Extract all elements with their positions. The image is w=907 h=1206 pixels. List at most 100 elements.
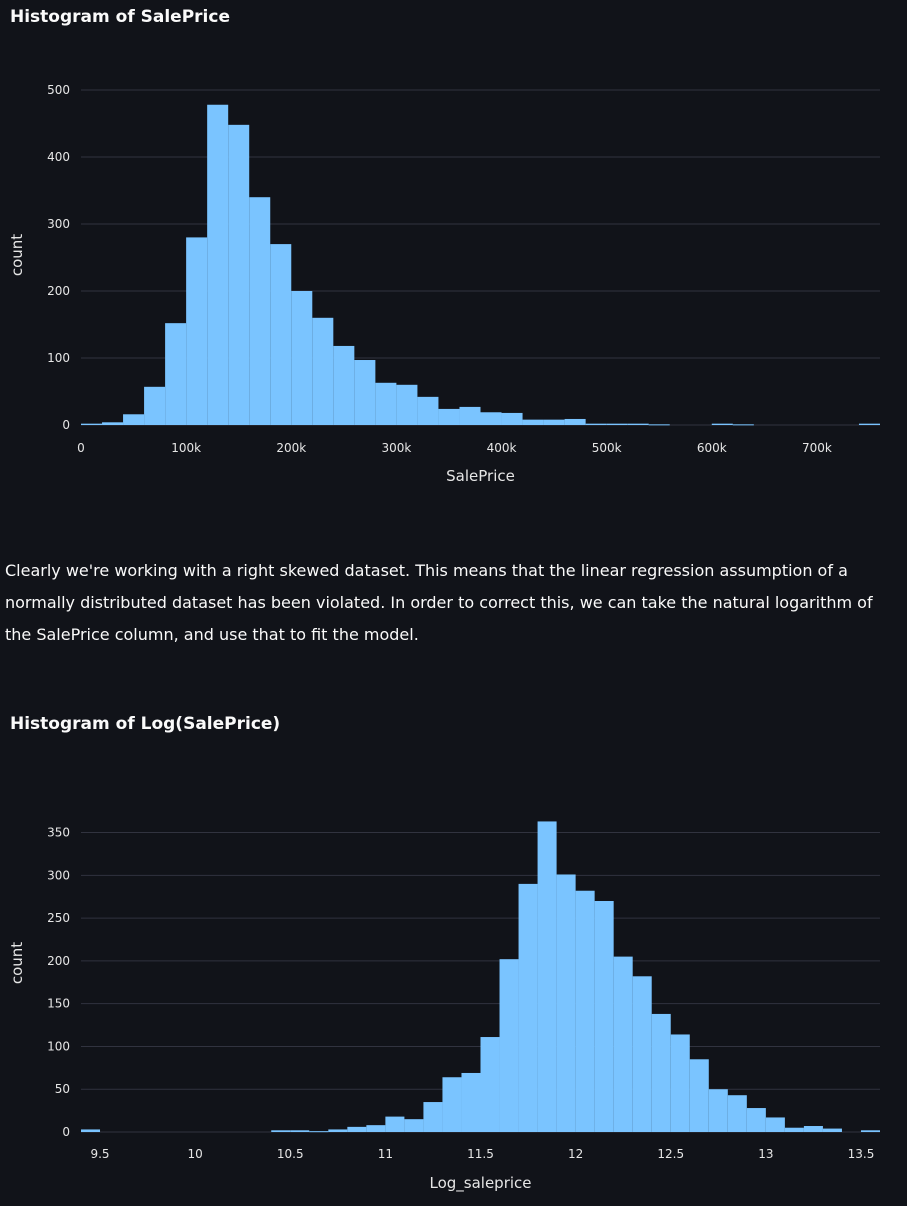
histogram-bar[interactable]: [354, 360, 376, 425]
chart-title: Histogram of SalePrice: [10, 7, 230, 27]
histogram-bar[interactable]: [312, 317, 334, 425]
y-tick-label: 300: [47, 868, 70, 882]
y-tick-label: 350: [47, 826, 70, 840]
histogram-bar[interactable]: [480, 412, 502, 425]
histogram-bar[interactable]: [708, 1089, 728, 1132]
histogram-bar[interactable]: [270, 244, 292, 425]
histogram-bar[interactable]: [417, 396, 439, 425]
histogram-bar[interactable]: [144, 386, 166, 425]
histogram-bar[interactable]: [271, 1130, 291, 1132]
histogram-bar[interactable]: [366, 1125, 386, 1132]
x-tick-label: 11: [378, 1147, 393, 1161]
histogram-bar[interactable]: [459, 406, 481, 425]
histogram-bar[interactable]: [347, 1126, 367, 1132]
x-tick-label: 0: [77, 441, 85, 455]
histogram-bar[interactable]: [396, 384, 418, 425]
histogram-bar[interactable]: [207, 104, 229, 426]
histogram-bar[interactable]: [385, 1116, 405, 1132]
histogram-bar[interactable]: [249, 197, 271, 425]
histogram-bar[interactable]: [711, 423, 733, 425]
histogram-bar[interactable]: [594, 901, 614, 1132]
histogram-bar[interactable]: [627, 423, 649, 425]
explanation-paragraph: Clearly we're working with a right skewe…: [5, 561, 873, 644]
x-tick-label: 300k: [381, 441, 411, 455]
histogram-bar[interactable]: [803, 1126, 823, 1132]
y-tick-label: 200: [47, 284, 70, 298]
histogram-bar[interactable]: [375, 382, 397, 425]
histogram-bar[interactable]: [123, 414, 145, 425]
y-axis-label: count: [8, 942, 26, 984]
histogram-bar[interactable]: [499, 959, 519, 1132]
x-axis-label: SalePrice: [446, 467, 515, 485]
y-tick-label: 200: [47, 954, 70, 968]
y-axis-label: count: [8, 234, 26, 276]
histogram-bar[interactable]: [423, 1102, 443, 1132]
x-tick-label: 400k: [487, 441, 517, 455]
y-tick-label: 100: [47, 351, 70, 365]
histogram-bar[interactable]: [81, 1129, 101, 1132]
histogram-bar[interactable]: [556, 874, 576, 1132]
y-tick-label: 0: [62, 418, 70, 432]
histogram-bar[interactable]: [689, 1059, 709, 1132]
histogram-bar[interactable]: [765, 1117, 785, 1132]
histogram-bar[interactable]: [291, 291, 313, 425]
histogram-bar[interactable]: [585, 423, 607, 425]
y-tick-label: 100: [47, 1039, 70, 1053]
histogram-bar[interactable]: [732, 424, 754, 426]
x-tick-label: 13.5: [848, 1147, 875, 1161]
histogram-bar[interactable]: [501, 412, 523, 425]
x-tick-label: 100k: [171, 441, 201, 455]
histogram-bar[interactable]: [438, 408, 460, 425]
y-tick-label: 250: [47, 911, 70, 925]
y-tick-label: 150: [47, 997, 70, 1011]
histogram-bar[interactable]: [461, 1072, 481, 1132]
x-tick-label: 10: [188, 1147, 203, 1161]
x-tick-label: 500k: [592, 441, 622, 455]
histogram-bar[interactable]: [651, 1013, 671, 1132]
histogram-bar[interactable]: [228, 124, 250, 425]
x-tick-label: 200k: [276, 441, 306, 455]
histogram-bar[interactable]: [858, 423, 880, 425]
y-tick-label: 50: [55, 1082, 70, 1096]
histogram-bar[interactable]: [290, 1130, 310, 1132]
histogram-bar[interactable]: [537, 821, 557, 1132]
histogram-bar[interactable]: [632, 976, 652, 1132]
histogram-bar[interactable]: [328, 1129, 348, 1132]
y-tick-label: 0: [62, 1125, 70, 1139]
histogram-bar[interactable]: [404, 1119, 424, 1132]
histogram-bar[interactable]: [442, 1077, 462, 1132]
histogram-bar[interactable]: [165, 323, 187, 425]
histogram-bar[interactable]: [81, 423, 103, 425]
histogram-bar[interactable]: [784, 1127, 804, 1132]
histogram-bar[interactable]: [186, 237, 208, 425]
histogram-bar[interactable]: [480, 1037, 500, 1132]
histogram-bar[interactable]: [575, 890, 595, 1132]
y-tick-label: 400: [47, 150, 70, 164]
histogram-bar[interactable]: [860, 1130, 880, 1132]
histogram-bar[interactable]: [613, 956, 633, 1132]
x-tick-label: 600k: [697, 441, 727, 455]
histogram-bar[interactable]: [102, 422, 124, 425]
y-tick-label: 500: [47, 83, 70, 97]
x-axis-label: Log_saleprice: [429, 1174, 531, 1193]
x-tick-label: 9.5: [90, 1147, 109, 1161]
saleprice-histogram-plot: 0 100 200 300 400 500 0 100k 200k 300k 400k 500k 600…: [8, 83, 880, 485]
x-tick-label: 11.5: [467, 1147, 494, 1161]
y-tick-label: 300: [47, 217, 70, 231]
x-tick-label: 10.5: [277, 1147, 304, 1161]
histogram-bar[interactable]: [309, 1131, 329, 1133]
histogram-bar[interactable]: [606, 423, 628, 425]
histogram-bar[interactable]: [648, 424, 670, 426]
histogram-bar[interactable]: [822, 1128, 842, 1132]
histogram-bar[interactable]: [727, 1095, 747, 1132]
histogram-bar[interactable]: [746, 1108, 766, 1132]
histogram-bar[interactable]: [670, 1034, 690, 1132]
histogram-bar[interactable]: [543, 419, 565, 425]
x-tick-label: 12.5: [657, 1147, 684, 1161]
histogram-bar[interactable]: [564, 418, 586, 425]
log-saleprice-histogram-plot: 0 50 100 150 200 250 300 350 9.5 10 10.5 11 11.5 12 12…: [8, 821, 880, 1193]
histogram-bar[interactable]: [522, 419, 544, 425]
histogram-bar[interactable]: [333, 345, 355, 425]
histogram-bar[interactable]: [518, 883, 538, 1132]
x-tick-label: 12: [568, 1147, 583, 1161]
